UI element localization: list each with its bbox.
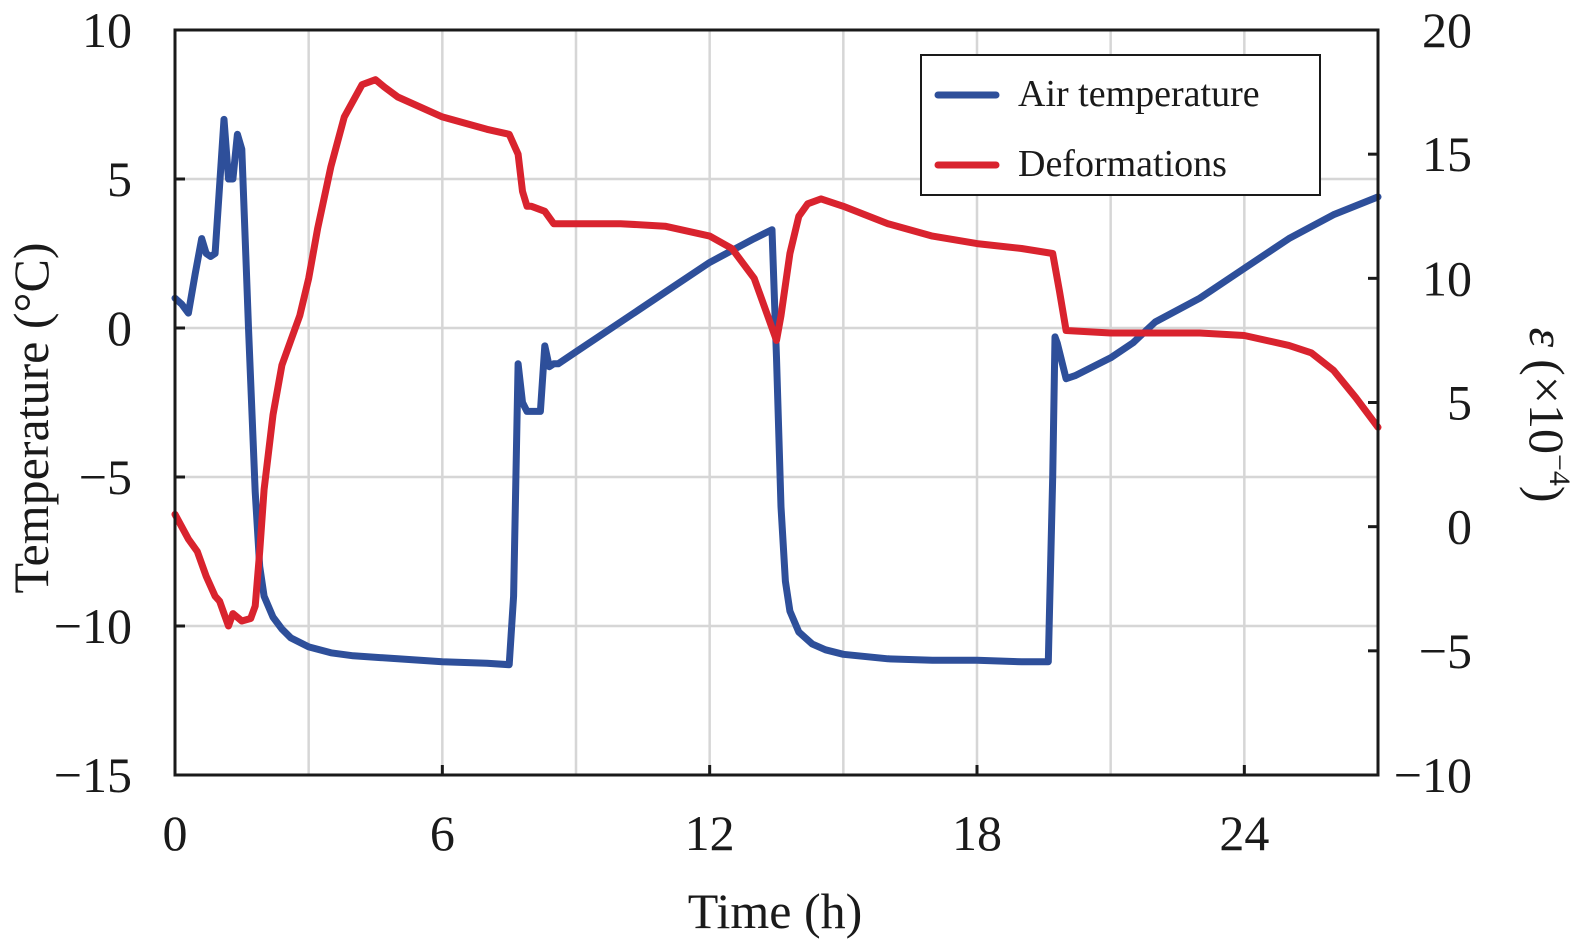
x-tick-label: 18 <box>952 805 1002 861</box>
y-axis-left-title: Temperature (°C) <box>3 242 59 593</box>
legend-label-air-temperature: Air temperature <box>1018 73 1260 115</box>
x-tick-label: 12 <box>685 805 735 861</box>
series-line-air-temperature <box>171 115 1382 669</box>
x-tick-label: 6 <box>430 805 455 861</box>
y-axis-right-symbol: ε <box>1519 327 1575 347</box>
y-left-tick-label: −5 <box>79 449 132 505</box>
y-axis-right-close: ) <box>1519 486 1575 503</box>
plot-series <box>171 76 1382 669</box>
y-left-tick-label: 0 <box>107 300 132 356</box>
legend-box <box>920 54 1321 196</box>
y-axis-right-title: ε (×10−4) <box>1519 327 1576 502</box>
y-axis-right-exponent: −4 <box>1543 454 1576 486</box>
y-right-tick-label: 0 <box>1447 499 1472 555</box>
legend-label-deformations: Deformations <box>1018 143 1227 185</box>
y-right-tick-label: −5 <box>1419 623 1472 679</box>
series-line-deformations <box>171 76 1382 630</box>
y-right-tick-label: 20 <box>1422 2 1472 58</box>
x-tick-label: 24 <box>1219 805 1269 861</box>
y-left-tick-label: −10 <box>54 598 132 654</box>
y-left-tick-label: 5 <box>107 151 132 207</box>
x-axis-title: Time (h) <box>688 883 863 939</box>
tick-labels: 0 6 12 18 24 10 5 0 −5 −10 −15 20 15 10 5 0 −5 −10 <box>54 2 1472 861</box>
legend: Air temperature Deformations <box>920 54 1321 196</box>
x-tick-label: 0 <box>163 805 188 861</box>
y-right-tick-label: 5 <box>1447 375 1472 431</box>
y-left-tick-label: −15 <box>54 747 132 803</box>
y-right-tick-label: −10 <box>1394 747 1472 803</box>
tick-marks <box>173 28 1378 777</box>
y-right-tick-label: 15 <box>1422 126 1472 182</box>
y-axis-right-unit: (×10 <box>1519 359 1575 454</box>
y-right-tick-label: 10 <box>1422 250 1472 306</box>
y-left-tick-label: 10 <box>82 2 132 58</box>
